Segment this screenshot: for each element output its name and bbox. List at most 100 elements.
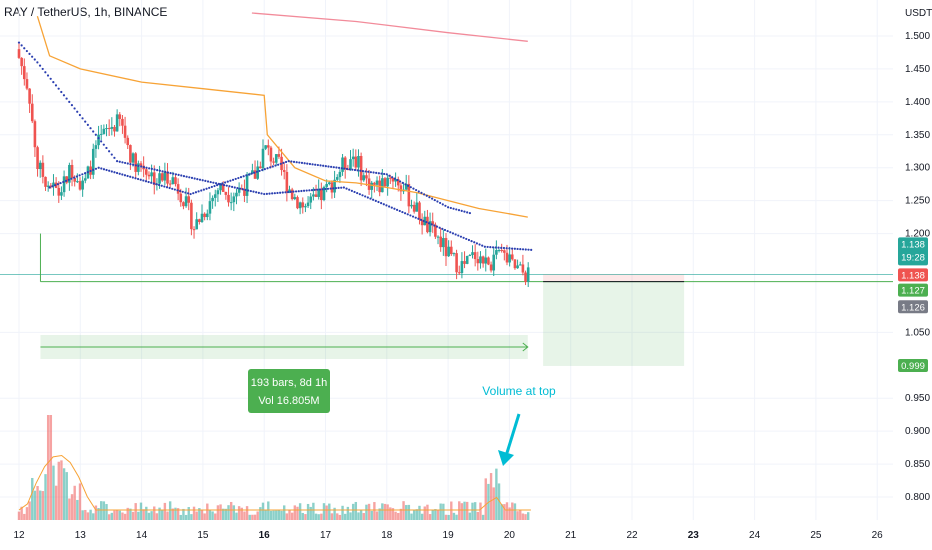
- psar-dot: [466, 211, 469, 214]
- candle-body: [81, 180, 84, 190]
- psar-dot: [393, 177, 396, 180]
- candle-body: [115, 114, 119, 132]
- price-badge-label: 0.999: [901, 361, 925, 372]
- psar-dot: [65, 97, 68, 100]
- psar-dot: [292, 160, 296, 163]
- candle-body: [288, 189, 291, 192]
- volume-bar: [94, 505, 98, 520]
- psar-dot: [322, 164, 325, 167]
- psar-dot: [316, 163, 319, 167]
- candle-body: [253, 170, 257, 179]
- candle-body: [357, 155, 360, 168]
- volume-bar: [107, 514, 111, 520]
- price-tick-label: 0.800: [905, 492, 930, 503]
- psar-dot: [289, 190, 292, 193]
- psar-dot: [171, 187, 174, 190]
- price-badge: [898, 268, 928, 282]
- psar-dot: [160, 184, 163, 187]
- candle-body: [269, 147, 273, 162]
- psar-dot: [412, 187, 415, 190]
- time-tick-label: 14: [136, 530, 148, 541]
- volume-bar: [54, 485, 58, 520]
- price-badge-label: 1.138: [901, 270, 925, 281]
- psar-dot: [152, 182, 155, 185]
- psar-dot: [287, 160, 290, 163]
- volume-bar: [187, 507, 190, 520]
- price-badge: [898, 300, 928, 314]
- psar-dot: [481, 244, 484, 247]
- price-axis[interactable]: USDT1.5001.4501.4001.3501.3001.2501.2001…: [898, 8, 932, 503]
- psar-dot: [353, 190, 356, 194]
- psar-dot: [221, 182, 224, 185]
- psar-dot: [306, 162, 309, 165]
- candle-body: [240, 188, 244, 190]
- volume-bar: [253, 514, 257, 520]
- volume-bar: [219, 504, 222, 520]
- psar-dot: [375, 171, 378, 174]
- price-tick-label: 1.300: [905, 163, 930, 174]
- volume-bar: [314, 513, 318, 520]
- candle-body: [317, 189, 320, 197]
- volume-bar: [412, 510, 416, 520]
- psar-dot: [380, 202, 383, 205]
- psar-dot: [52, 81, 55, 84]
- volume-bar: [468, 512, 472, 520]
- psar-dot: [56, 183, 59, 186]
- volume-bar: [381, 503, 384, 520]
- psar-dot: [345, 187, 348, 190]
- psar-dot: [524, 248, 527, 251]
- volume-ma-line: [18, 454, 531, 511]
- candle-body: [23, 66, 26, 80]
- volume-bar: [301, 512, 304, 520]
- psar-dot: [84, 120, 87, 123]
- psar-dot: [255, 170, 259, 173]
- volume-bar: [158, 507, 161, 520]
- candle-body: [134, 153, 137, 172]
- candle-body: [78, 181, 82, 190]
- candle-body: [436, 236, 440, 238]
- volume-bar: [89, 509, 92, 520]
- psar-dot: [314, 163, 317, 166]
- psar-dot: [57, 87, 60, 90]
- volume-bar: [280, 510, 283, 520]
- time-tick-label: 16: [259, 530, 271, 541]
- volume-bar: [447, 514, 450, 520]
- candle-body: [30, 103, 34, 122]
- candle-body: [338, 171, 342, 178]
- candle-body: [492, 254, 496, 271]
- psar-dot: [150, 167, 153, 171]
- psar-dot: [294, 190, 298, 193]
- candle-body: [386, 177, 389, 187]
- candle-body: [147, 174, 151, 177]
- volume-bar: [216, 505, 220, 520]
- candle-body: [335, 177, 339, 180]
- psar-dot: [245, 174, 248, 177]
- volume-bar: [161, 509, 164, 520]
- measure-volume-label: Vol 16.805M: [258, 395, 319, 407]
- psar-dot: [153, 168, 156, 171]
- psar-dot: [131, 176, 134, 179]
- volume-bar: [434, 509, 437, 520]
- psar-dot: [166, 171, 170, 174]
- candle-body: [105, 128, 108, 130]
- candle-body: [381, 178, 384, 193]
- psar-dot: [156, 169, 159, 172]
- volume-bar: [224, 508, 228, 520]
- psar-dot: [457, 234, 460, 237]
- candle-body: [489, 264, 493, 271]
- volume-bar: [39, 490, 42, 520]
- psar-dot: [308, 189, 311, 192]
- psar-dot: [303, 162, 306, 165]
- candle-body: [476, 259, 480, 264]
- candle-body: [187, 196, 191, 203]
- candle-body: [479, 256, 482, 264]
- psar-dot: [449, 206, 452, 210]
- psar-dot: [366, 196, 369, 199]
- psar-dot: [478, 243, 481, 246]
- psar-dot: [64, 179, 68, 182]
- psar-dot: [427, 222, 431, 225]
- time-tick-label: 19: [443, 530, 455, 541]
- psar-dot: [110, 153, 113, 156]
- time-axis[interactable]: 12 13 14 15 16 17 18 19 20 21 22 23 24 25 26: [13, 530, 883, 541]
